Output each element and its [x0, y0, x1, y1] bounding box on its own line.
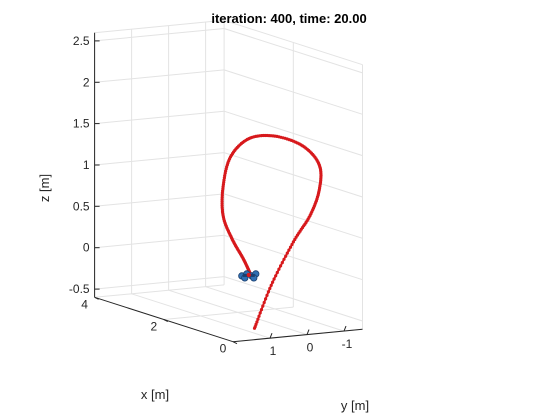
trajectory-point — [275, 270, 279, 275]
trajectory-point — [287, 248, 291, 252]
trajectory-point — [258, 311, 262, 315]
trajectory-point — [266, 290, 270, 294]
trajectory-point — [280, 261, 284, 265]
z-tick-label: 2 — [83, 75, 90, 89]
trajectory-point — [259, 308, 264, 312]
quadrotor-heading-dot — [246, 272, 251, 278]
x-tick-mark — [94, 296, 99, 300]
y-tick-label: 0 — [307, 341, 314, 355]
trajectory-point — [288, 245, 293, 249]
trajectory-point — [274, 274, 278, 278]
trajectory-point — [256, 317, 260, 321]
trajectory-point — [277, 267, 281, 271]
trajectory-point — [279, 264, 283, 268]
trajectory-point — [290, 242, 294, 247]
x-tick-label: 0 — [220, 342, 227, 356]
y-tick-label: -1 — [342, 337, 353, 351]
x-axis-ticks: 0 2 4 — [81, 296, 238, 356]
grid-line — [94, 69, 225, 83]
quadrotor-marker — [238, 270, 260, 282]
trajectory-point — [269, 283, 273, 287]
z-axis-label: z [m] — [37, 174, 52, 202]
y-axis-line — [232, 328, 363, 343]
x-tick-label: 4 — [81, 297, 88, 311]
grid-line — [94, 193, 225, 207]
x-tick-mark — [163, 319, 169, 322]
y-axis-ticks: 1 0 -1 — [269, 325, 353, 358]
trajectory-series — [220, 133, 323, 330]
trajectory-point — [262, 300, 266, 305]
grid-line — [94, 28, 225, 42]
grid-line — [94, 152, 225, 166]
trajectory-point — [272, 277, 276, 281]
z-tick-label: 0 — [83, 241, 90, 255]
z-tick-label: 0.5 — [73, 199, 90, 213]
trajectory-point — [265, 293, 269, 297]
trajectory-point — [268, 286, 272, 291]
z-tick-label: 1 — [83, 158, 90, 172]
x-axis-label: x [m] — [141, 387, 169, 402]
box-edge — [94, 19, 225, 34]
box-edge — [223, 19, 363, 66]
grid-line — [94, 110, 225, 125]
y-tick-mark — [306, 329, 310, 335]
z-tick-label: 1.5 — [73, 117, 90, 131]
chart-title: iteration: 400, time: 20.00 — [211, 11, 366, 26]
trajectory-point — [264, 297, 268, 301]
z-axis-ticks: -0.5 0 0.5 1 1.5 2 2.5 — [69, 34, 100, 296]
trajectory-point — [271, 280, 275, 284]
grid-line — [94, 276, 225, 290]
trajectory-point — [291, 240, 295, 244]
trajectory-point — [282, 257, 286, 261]
z-tick-label: -0.5 — [69, 282, 90, 296]
trajectory-point — [257, 314, 261, 318]
grid-line — [94, 234, 225, 249]
grid-line — [163, 306, 294, 320]
grid-line — [94, 284, 225, 298]
x-tick-mark — [232, 341, 238, 345]
y-tick-mark — [269, 333, 273, 339]
y-axis-label: y [m] — [341, 398, 369, 413]
trajectory-point — [284, 254, 288, 258]
trajectory-point — [285, 251, 289, 255]
x-tick-label: 2 — [150, 320, 157, 334]
trajectory-point — [255, 320, 259, 324]
y-tick-mark — [343, 325, 347, 332]
trajectory-point — [261, 304, 265, 308]
trajectory-point — [254, 322, 258, 326]
y-tick-label: 1 — [270, 344, 277, 358]
z-tick-label: 2.5 — [73, 34, 90, 48]
